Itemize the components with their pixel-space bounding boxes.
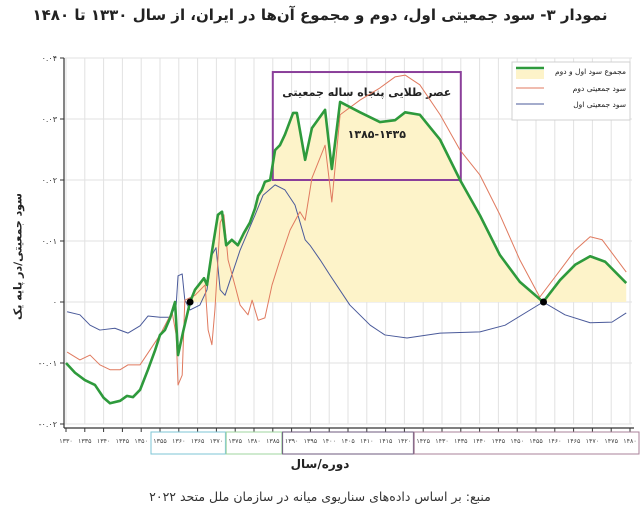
x-tick-label: ۱۳۷۵ [228, 438, 242, 445]
x-tick-label: ۱۴۳۵ [454, 438, 468, 445]
x-tick-label: ۱۴۰۰ [322, 438, 336, 445]
x-tick-label: ۱۴۴۵ [492, 438, 506, 445]
x-tick-label: ۱۴۲۰ [398, 438, 412, 445]
x-tick-label: ۱۳۴۵ [116, 438, 130, 445]
x-tick-label: ۱۴۳۰ [435, 438, 449, 445]
x-tick-label: ۱۴۱۰ [360, 438, 374, 445]
y-tick-label: -۰.۰۱ [39, 359, 57, 368]
total-area-fill [66, 101, 627, 302]
chart-title: نمودار ۳- سود جمعیتی اول، دوم و مجموع آن… [32, 6, 608, 24]
x-tick-label: ۱۳۸۵ [266, 438, 280, 445]
y-tick-label: ۰.۰۴ [42, 54, 57, 63]
x-tick-label: ۱۳۵۵ [153, 438, 167, 445]
x-tick-label: ۱۴۷۰ [586, 438, 600, 445]
x-tick-label: ۱۴۸۰ [623, 438, 637, 445]
x-group-box [225, 431, 283, 455]
x-tick-label: ۱۴۵۰ [510, 438, 524, 445]
x-tick-label: ۱۴۴۰ [473, 438, 487, 445]
x-tick-label: ۱۳۳۵ [78, 438, 92, 445]
legend-swatch-fill [516, 70, 544, 79]
x-tick-label: ۱۴۱۵ [379, 438, 393, 445]
golden-age-range: ۱۳۸۵-۱۴۳۵ [348, 128, 407, 141]
y-tick-label: ۰.۰۱ [42, 237, 57, 246]
y-tick-label: ۰ [53, 298, 57, 307]
zero-crossing-marker [186, 298, 194, 306]
x-tick-label: ۱۳۳۰ [59, 438, 73, 445]
x-tick-label: ۱۴۵۵ [529, 438, 543, 445]
zero-crossing-marker [540, 298, 548, 306]
x-tick-label: ۱۳۶۰ [172, 438, 186, 445]
golden-age-label: عصر طلایی پنجاه ساله جمعیتی [282, 86, 451, 99]
golden-age-box [271, 71, 462, 181]
y-tick-label: -۰.۰۲ [39, 420, 57, 429]
x-tick-label: ۱۳۹۰ [285, 438, 299, 445]
x-tick-label: ۱۳۵۰ [134, 438, 148, 445]
x-group-box [282, 431, 414, 455]
x-axis-label: دوره/سال [290, 457, 350, 471]
x-group-box [413, 431, 640, 455]
x-tick-label: ۱۴۲۵ [416, 438, 430, 445]
x-tick-label: ۱۴۶۰ [548, 438, 562, 445]
x-tick-label: ۱۴۰۵ [341, 438, 355, 445]
series-line-2 [67, 184, 627, 339]
y-tick-label: ۰.۰۲ [42, 176, 57, 185]
legend-label: سود جمعیتی دوم [573, 84, 626, 93]
x-tick-label: ۱۴۷۵ [604, 438, 618, 445]
x-tick-label: ۱۳۴۰ [97, 438, 111, 445]
x-tick-label: ۱۴۶۵ [567, 438, 581, 445]
x-tick-label: ۱۳۷۰ [210, 438, 224, 445]
series-line-0 [65, 100, 628, 405]
legend-label: سود جمعیتی اول [573, 100, 626, 109]
x-tick-label: ۱۳۸۰ [247, 438, 261, 445]
source-note: منبع: بر اساس داده‌های سناریوی میانه در … [149, 489, 491, 504]
x-group-box [150, 431, 226, 455]
y-tick-label: ۰.۰۳ [42, 115, 58, 124]
legend-label: مجموع سود اول و دوم [555, 67, 626, 76]
x-tick-label: ۱۳۶۵ [191, 438, 205, 445]
x-tick-label: ۱۳۹۵ [304, 438, 318, 445]
